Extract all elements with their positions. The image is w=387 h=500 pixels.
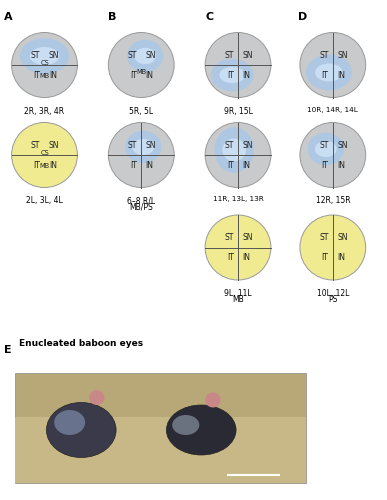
Text: IT: IT [130,70,137,80]
Text: ST: ST [224,233,234,242]
Text: 12R, 15R: 12R, 15R [315,196,350,205]
Text: PS: PS [328,296,337,304]
Text: MB: MB [39,163,50,169]
Ellipse shape [300,215,366,280]
Text: IN: IN [337,160,345,170]
Ellipse shape [222,138,246,162]
Text: 10R, 14R, 14L: 10R, 14R, 14L [307,106,358,112]
Text: ST: ST [31,50,40,59]
Text: 11R, 13L, 13R: 11R, 13L, 13R [212,196,264,202]
Text: B: B [108,12,117,22]
Ellipse shape [20,38,69,74]
Text: MB: MB [232,296,244,304]
Text: ST: ST [319,140,329,149]
Ellipse shape [46,402,116,458]
Ellipse shape [12,122,77,188]
Text: SN: SN [49,50,59,59]
Ellipse shape [300,122,366,188]
Text: IN: IN [49,70,57,80]
Text: Enucleated baboon eyes: Enucleated baboon eyes [19,338,144,347]
Text: IT: IT [227,70,234,80]
Ellipse shape [205,392,221,407]
Text: D: D [298,12,307,22]
Text: 5R, 5L: 5R, 5L [129,106,153,116]
Ellipse shape [108,122,174,188]
Text: IT: IT [227,253,234,262]
Ellipse shape [54,410,85,435]
Text: SN: SN [242,140,253,149]
Text: IN: IN [242,160,250,170]
Text: 2R, 3R, 4R: 2R, 3R, 4R [24,106,65,116]
Text: IT: IT [227,160,234,170]
Ellipse shape [300,32,366,98]
Text: IT: IT [322,160,329,170]
Text: C: C [205,12,213,22]
Text: ST: ST [31,140,40,149]
Ellipse shape [30,47,59,65]
Text: SN: SN [337,233,348,242]
Ellipse shape [205,215,271,280]
Ellipse shape [308,132,344,165]
Text: IT: IT [130,160,137,170]
Text: ST: ST [319,50,329,59]
Ellipse shape [12,32,77,98]
Text: MB: MB [39,73,50,79]
Text: IT: IT [33,160,40,170]
Ellipse shape [205,122,271,188]
Text: IN: IN [146,70,154,80]
Text: IN: IN [146,160,154,170]
Ellipse shape [172,415,199,435]
Text: SN: SN [337,50,348,59]
Text: IN: IN [49,160,57,170]
Text: CS: CS [40,60,49,66]
Ellipse shape [205,32,271,98]
Ellipse shape [127,40,163,72]
Text: 10L, 12L: 10L, 12L [317,289,349,298]
Ellipse shape [89,390,104,405]
Text: A: A [4,12,12,22]
Text: ST: ST [319,233,329,242]
Ellipse shape [132,139,154,155]
Text: 2L, 3L, 4L: 2L, 3L, 4L [26,196,63,205]
Text: CS: CS [40,150,49,156]
Text: IT: IT [322,253,329,262]
Text: IN: IN [337,253,345,262]
Text: SN: SN [242,50,253,59]
Text: IT: IT [33,70,40,80]
Ellipse shape [108,32,174,98]
Text: IN: IN [242,70,250,80]
Text: ST: ST [128,50,137,59]
Ellipse shape [315,64,343,82]
Ellipse shape [166,405,236,455]
Ellipse shape [134,48,156,64]
Ellipse shape [315,141,337,157]
Text: SN: SN [146,140,156,149]
Text: IT: IT [322,70,329,80]
Text: MB: MB [136,70,146,75]
Text: ST: ST [224,50,234,59]
Text: ST: ST [224,140,234,149]
Text: E: E [4,345,12,355]
FancyBboxPatch shape [15,372,306,482]
Text: 6–8 R/L: 6–8 R/L [127,196,155,205]
Ellipse shape [219,67,245,83]
Text: SN: SN [337,140,348,149]
Text: IN: IN [242,253,250,262]
Text: 9L, 11L: 9L, 11L [224,289,252,298]
Text: 9R, 15L: 9R, 15L [224,106,252,116]
Text: SN: SN [146,50,156,59]
Text: ST: ST [128,140,137,149]
Ellipse shape [214,127,254,173]
Text: IN: IN [337,70,345,80]
Ellipse shape [306,54,352,90]
Bar [15,416,306,482]
Ellipse shape [211,58,253,91]
Text: SN: SN [242,233,253,242]
Ellipse shape [125,130,161,163]
Text: MB/PS: MB/PS [129,203,153,212]
Text: SN: SN [49,140,59,149]
